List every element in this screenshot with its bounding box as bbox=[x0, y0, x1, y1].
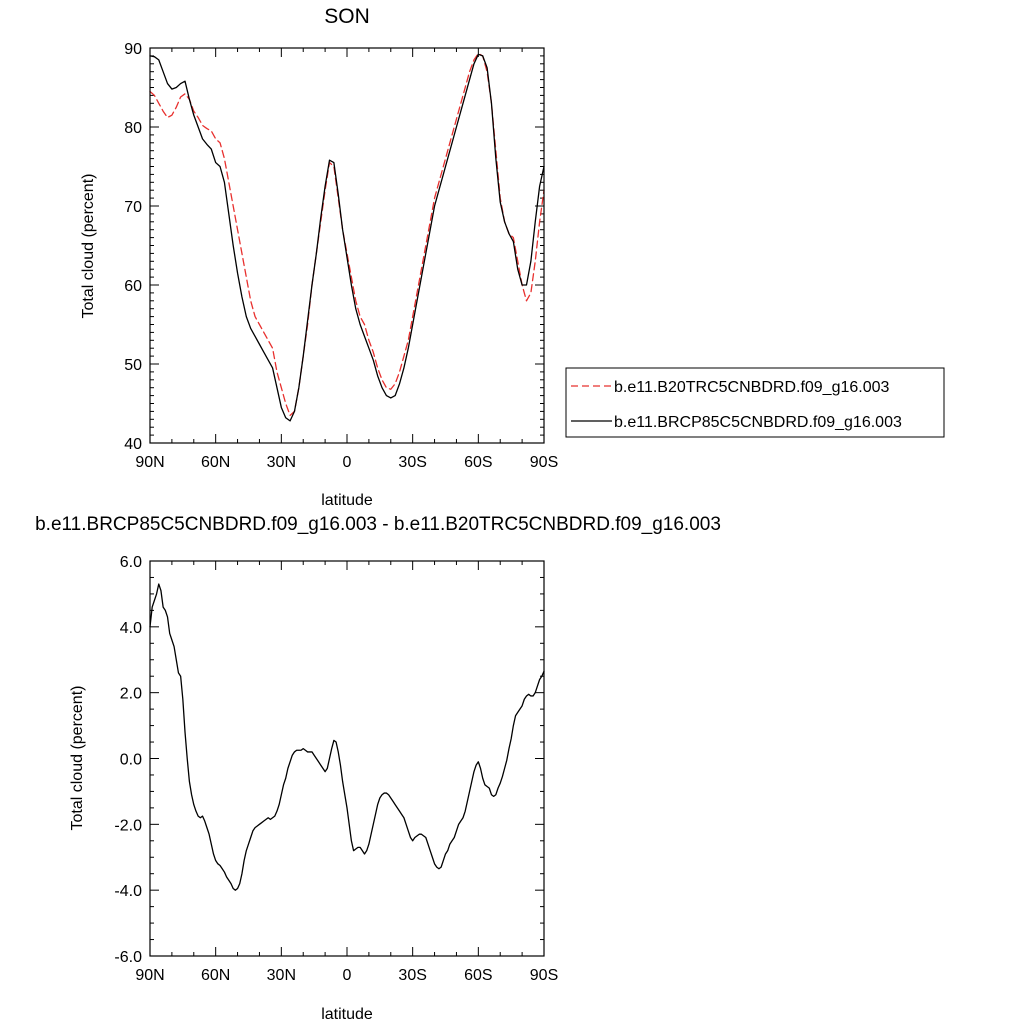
bottom-series-line-0 bbox=[149, 583, 545, 891]
top-plot-frame bbox=[149, 47, 545, 444]
top-x-tick-label: 90S bbox=[530, 454, 558, 471]
bottom-y-tick-label: -4.0 bbox=[114, 883, 142, 900]
bottom-x-tick-label: 60N bbox=[201, 967, 230, 984]
top-x-tick-label: 60S bbox=[464, 454, 492, 471]
top-y-tick-label: 60 bbox=[124, 278, 142, 295]
bottom-y-tick-label: -2.0 bbox=[114, 817, 142, 834]
bottom-y-tick-label: 0.0 bbox=[120, 752, 142, 769]
bottom-x-tick-label: 90S bbox=[530, 967, 558, 984]
bottom-x-tick-label: 0 bbox=[343, 967, 352, 984]
top-y-tick-label: 80 bbox=[124, 120, 142, 137]
bottom-chart-title: b.e11.BRCP85C5CNBDRD.f09_g16.003 - b.e11… bbox=[35, 514, 721, 535]
top-series-group bbox=[149, 52, 545, 422]
top-y-tick-label: 90 bbox=[124, 41, 142, 58]
top-series-line-1 bbox=[149, 53, 545, 422]
top-y-tick-label: 50 bbox=[124, 357, 142, 374]
bottom-y-tick-label: 4.0 bbox=[120, 620, 142, 637]
bottom-x-tick-label: 90N bbox=[135, 967, 164, 984]
bottom-series-group bbox=[149, 583, 545, 891]
top-y-axis-label: Total cloud (percent) bbox=[80, 174, 97, 319]
bottom-x-tick-label: 60S bbox=[464, 967, 492, 984]
top-series-line-0 bbox=[149, 52, 545, 416]
legend-label-historical: b.e11.B20TRC5CNBDRD.f09_g16.003 bbox=[614, 379, 890, 396]
top-y-tick-label: 40 bbox=[124, 436, 142, 453]
bottom-x-tick-label: 30S bbox=[398, 967, 426, 984]
bottom-x-axis-label: latitude bbox=[321, 1006, 373, 1023]
top-x-tick-label: 0 bbox=[343, 454, 352, 471]
bottom-plot-frame bbox=[149, 560, 545, 957]
top-y-tick-label: 70 bbox=[124, 199, 142, 216]
bottom-y-tick-label: 2.0 bbox=[120, 686, 142, 703]
top-panel: SON latitude Total cloud (percent) 90N 60… bbox=[80, 5, 558, 509]
legend: b.e11.B20TRC5CNBDRD.f09_g16.003 b.e11.BR… bbox=[565, 367, 945, 438]
bottom-y-tick-label: 6.0 bbox=[120, 554, 142, 571]
top-x-tick-label: 30S bbox=[398, 454, 426, 471]
bottom-x-tick-label: 30N bbox=[267, 967, 296, 984]
bottom-tick-group: 90N 60N 30N 0 30S 60S 90S -6.0 -4.0 -2.0 0.0 2.0 4.0… bbox=[114, 554, 558, 984]
bottom-y-axis-label: Total cloud (percent) bbox=[69, 686, 86, 831]
bottom-y-tick-label: -6.0 bbox=[114, 949, 142, 966]
top-x-tick-label: 90N bbox=[135, 454, 164, 471]
top-x-tick-label: 60N bbox=[201, 454, 230, 471]
top-tick-group: 90N 60N 30N 0 30S 60S 90S 40 50 60 70 80 90 bbox=[124, 41, 558, 471]
top-x-tick-label: 30N bbox=[267, 454, 296, 471]
top-x-axis-label: latitude bbox=[321, 492, 373, 509]
legend-label-rcp85: b.e11.BRCP85C5CNBDRD.f09_g16.003 bbox=[614, 414, 902, 431]
bottom-panel: b.e11.BRCP85C5CNBDRD.f09_g16.003 - b.e11… bbox=[35, 514, 721, 1023]
top-chart-title: SON bbox=[324, 5, 370, 28]
legend-box bbox=[565, 367, 945, 438]
